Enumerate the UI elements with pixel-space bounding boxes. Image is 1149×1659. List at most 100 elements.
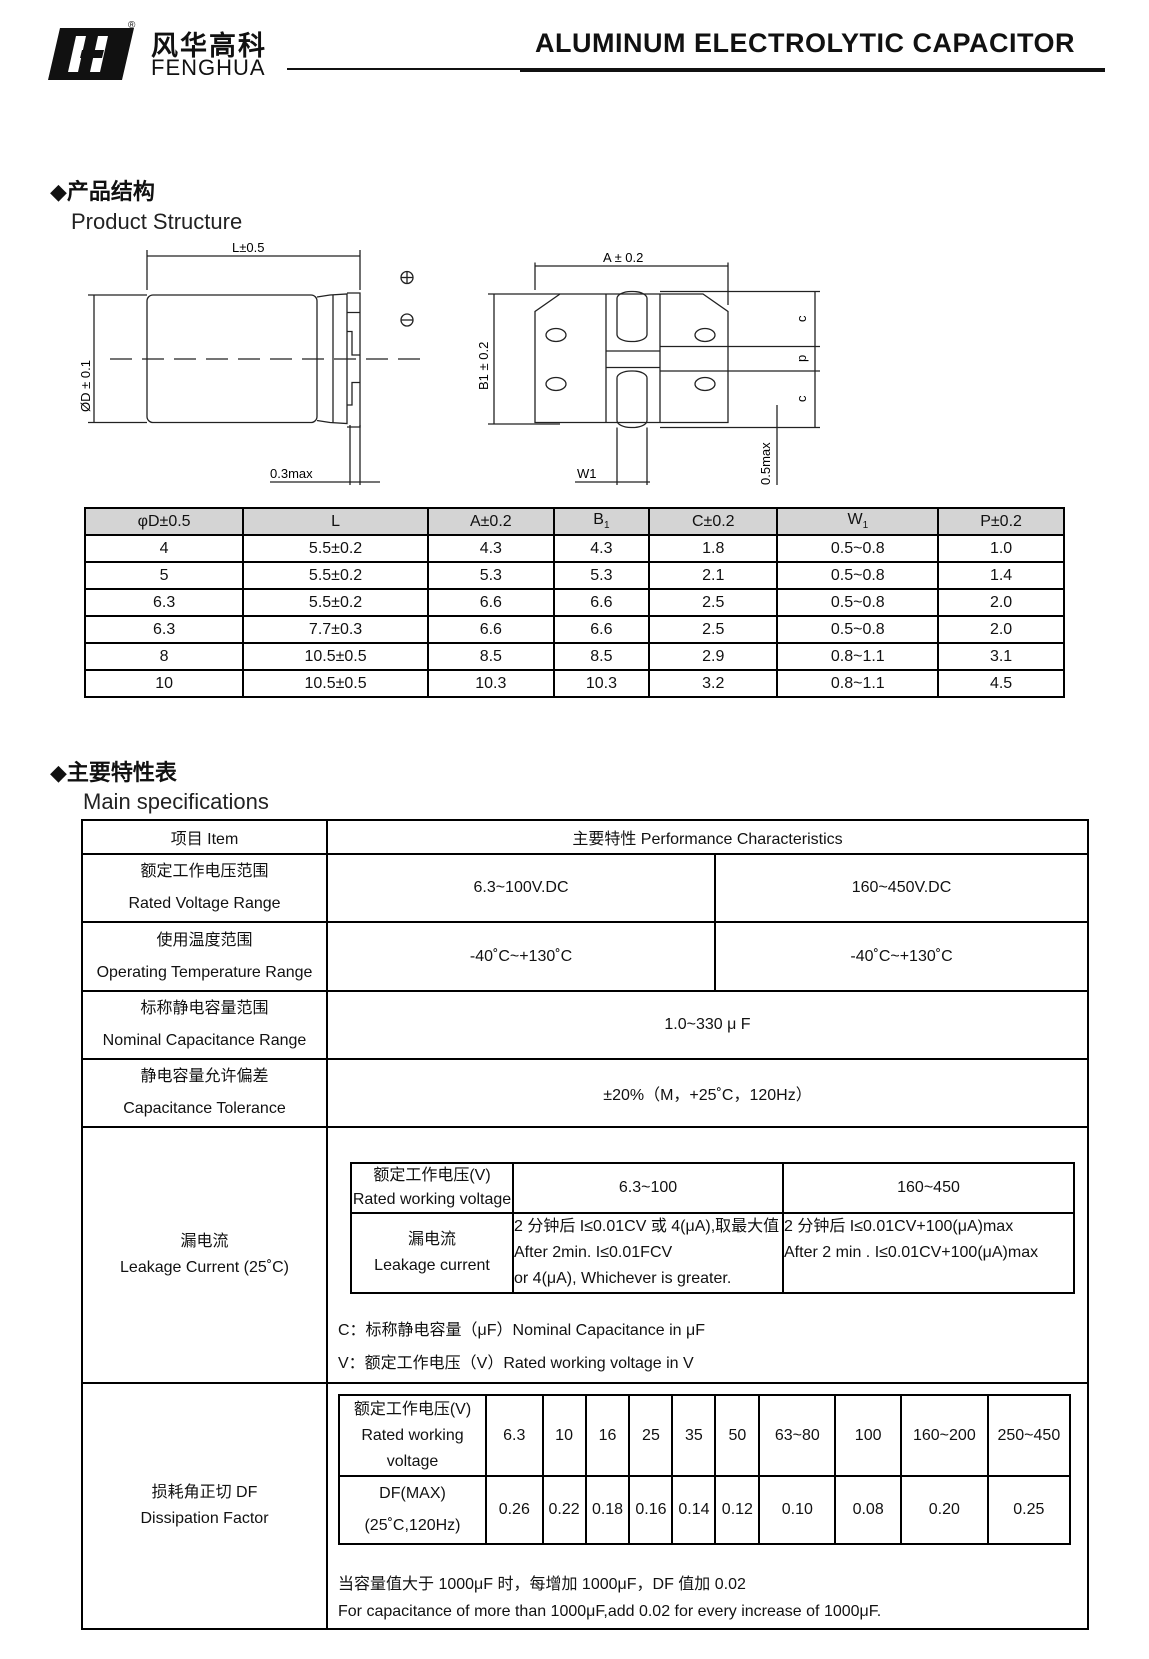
leak-low-line: or 4(μA), Whichever is greater. [514, 1270, 732, 1287]
table-cell: 8.5 [552, 642, 651, 671]
table-cell: 0.8~1.1 [776, 669, 940, 698]
df-voltage: 6.3 [484, 1394, 544, 1477]
label: Rated working [361, 1426, 464, 1444]
table-cell: 10.5±0.5 [242, 669, 429, 698]
df-voltage: 10 [541, 1394, 587, 1477]
dim-header: L [242, 507, 429, 536]
dimension-table: φD±0.5 L A±0.2 B1 C±0.2 W1 P±0.2 4 5.5±0.2 4.3 4.… [83, 507, 1065, 698]
df-note-en: For capacitance of more than 1000μF,add … [338, 1603, 882, 1620]
section-heading-cn: ◆产品结构 [50, 179, 155, 204]
table-cell: 5 [83, 561, 245, 590]
value-low: -40˚C~+130˚C [326, 921, 716, 992]
label-cn: 损耗角正切 DF [151, 1484, 258, 1501]
table-cell: 1.0 [937, 534, 1065, 563]
dim-label-a: A ± 0.2 [603, 250, 643, 265]
leak-low-line: 2 分钟后 I≤0.01CV 或 4(μA),取最大值 [514, 1218, 780, 1235]
row-dissipation: 损耗角正切 DF Dissipation Factor 额定工作电压(V) Rate… [81, 1382, 1089, 1630]
df-value: 0.26 [484, 1475, 544, 1545]
table-row: 4 5.5±0.2 4.3 4.3 1.8 0.5~0.8 1.0 [83, 534, 1065, 563]
spec-heading-en: Main specifications [83, 789, 269, 814]
header-text: W [847, 511, 863, 529]
table-cell: 6.3 [83, 615, 245, 644]
table-cell: 1.8 [648, 534, 779, 563]
table-cell: 5.5±0.2 [242, 588, 429, 617]
dim-header: A±0.2 [426, 507, 555, 536]
table-cell: 10.3 [552, 669, 651, 698]
dim-header: C±0.2 [648, 507, 779, 536]
table-cell: 0.5~0.8 [776, 588, 940, 617]
leak-high-line: After 2 min . I≤0.01CV+100(μA)max [784, 1244, 1039, 1261]
df-value: 0.16 [628, 1475, 674, 1545]
label-en: Nominal Capacitance Range [102, 1032, 307, 1049]
table-cell: 10.5±0.5 [242, 642, 429, 671]
table-cell: 7.7±0.3 [242, 615, 429, 644]
leakage-table: 额定工作电压(V) Rated working voltage 6.3~100 160… [350, 1162, 1075, 1294]
label-en: Leakage current [374, 1257, 490, 1274]
df-voltage: 25 [628, 1394, 674, 1477]
section-heading-en: Product Structure [71, 209, 243, 234]
table-cell: 5.5±0.2 [242, 534, 429, 563]
table-row: 5 5.5±0.2 5.3 5.3 2.1 0.5~0.8 1.4 [83, 561, 1065, 590]
row-voltage: 额定工作电压范围 Rated Voltage Range 6.3~100V.DC 16… [81, 853, 1089, 923]
value: 1.0~330 μ F [326, 990, 1089, 1060]
brand-cn: 风华高科 [151, 31, 267, 61]
label-cn: 漏电流 [180, 1233, 229, 1250]
label-cn: 漏电流 [407, 1231, 456, 1248]
df-voltage: 250~450 [986, 1394, 1072, 1477]
table-cell: 8.5 [426, 642, 555, 671]
table-cell: 4.3 [552, 534, 651, 563]
header-rule-thick [520, 68, 1105, 72]
header-subscript: 1 [603, 520, 610, 532]
label-en: Leakage Current (25˚C) [120, 1259, 289, 1276]
brand-en: FENGHUA [151, 55, 266, 80]
table-cell: 5.3 [426, 561, 555, 590]
label-en: Dissipation Factor [140, 1510, 269, 1527]
value-high: -40˚C~+130˚C [714, 921, 1089, 992]
df-voltage: 50 [714, 1394, 761, 1477]
dim-label-w1: W1 [577, 466, 597, 481]
dim-header: B1 [552, 507, 651, 536]
df-voltage: 160~200 [899, 1394, 989, 1477]
spec-heading-cn: ◆主要特性表 [50, 760, 177, 785]
df-voltage: 100 [834, 1394, 902, 1477]
voltage-low: 6.3~100 [512, 1162, 784, 1214]
table-cell: 8 [83, 642, 245, 671]
registered-mark: ® [128, 20, 136, 31]
dim-label-l: L±0.5 [232, 240, 264, 255]
value-high: 160~450V.DC [714, 853, 1089, 923]
structure-drawing: L±0.5 ØD ± 0.1 0.3max A ± 0.2 B1 ± 0.2 W… [78, 240, 820, 485]
dim-label-p: p [794, 355, 809, 362]
df-voltage: 16 [584, 1394, 631, 1477]
table-cell: 10.3 [426, 669, 555, 698]
fenghua-logo [48, 28, 134, 80]
df-value: 0.14 [671, 1475, 717, 1545]
dim-label-h: 0.5max [758, 442, 773, 485]
table-cell: 6.6 [426, 588, 555, 617]
table-cell: 3.2 [648, 669, 779, 698]
label-en: Capacitance Tolerance [123, 1100, 286, 1117]
table-cell: 2.9 [648, 642, 779, 671]
df-voltage: 63~80 [758, 1394, 837, 1477]
leak-low-line: After 2min. I≤0.01FCV [514, 1244, 673, 1261]
label-en: Rated working voltage [352, 1191, 512, 1208]
table-cell: 6.6 [426, 615, 555, 644]
label-cn: 标称静电容量范围 [140, 1000, 269, 1017]
df-value: 0.12 [714, 1475, 761, 1545]
value: ±20%（M，+25˚C，120Hz） [326, 1058, 1089, 1128]
label: voltage [386, 1452, 439, 1470]
table-cell: 10 [83, 669, 245, 698]
col-performance: 主要特性 Performance Characteristics [326, 819, 1089, 855]
dim-header: φD±0.5 [83, 507, 245, 536]
label-en: Operating Temperature Range [96, 963, 313, 981]
table-cell: 4.5 [937, 669, 1065, 698]
table-cell: 6.6 [552, 588, 651, 617]
header-text: B [593, 511, 604, 529]
table-cell: 0.5~0.8 [776, 615, 940, 644]
table-row: 6.3 5.5±0.2 6.6 6.6 2.5 0.5~0.8 2.0 [83, 588, 1065, 617]
label-cn: 额定工作电压范围 [140, 863, 269, 880]
table-cell: 2.5 [648, 615, 779, 644]
spec-table: 项目 Item 主要特性 Performance Characteristics … [81, 819, 1089, 1630]
dim-label-gap: 0.3max [270, 466, 313, 481]
table-cell: 0.8~1.1 [776, 642, 940, 671]
